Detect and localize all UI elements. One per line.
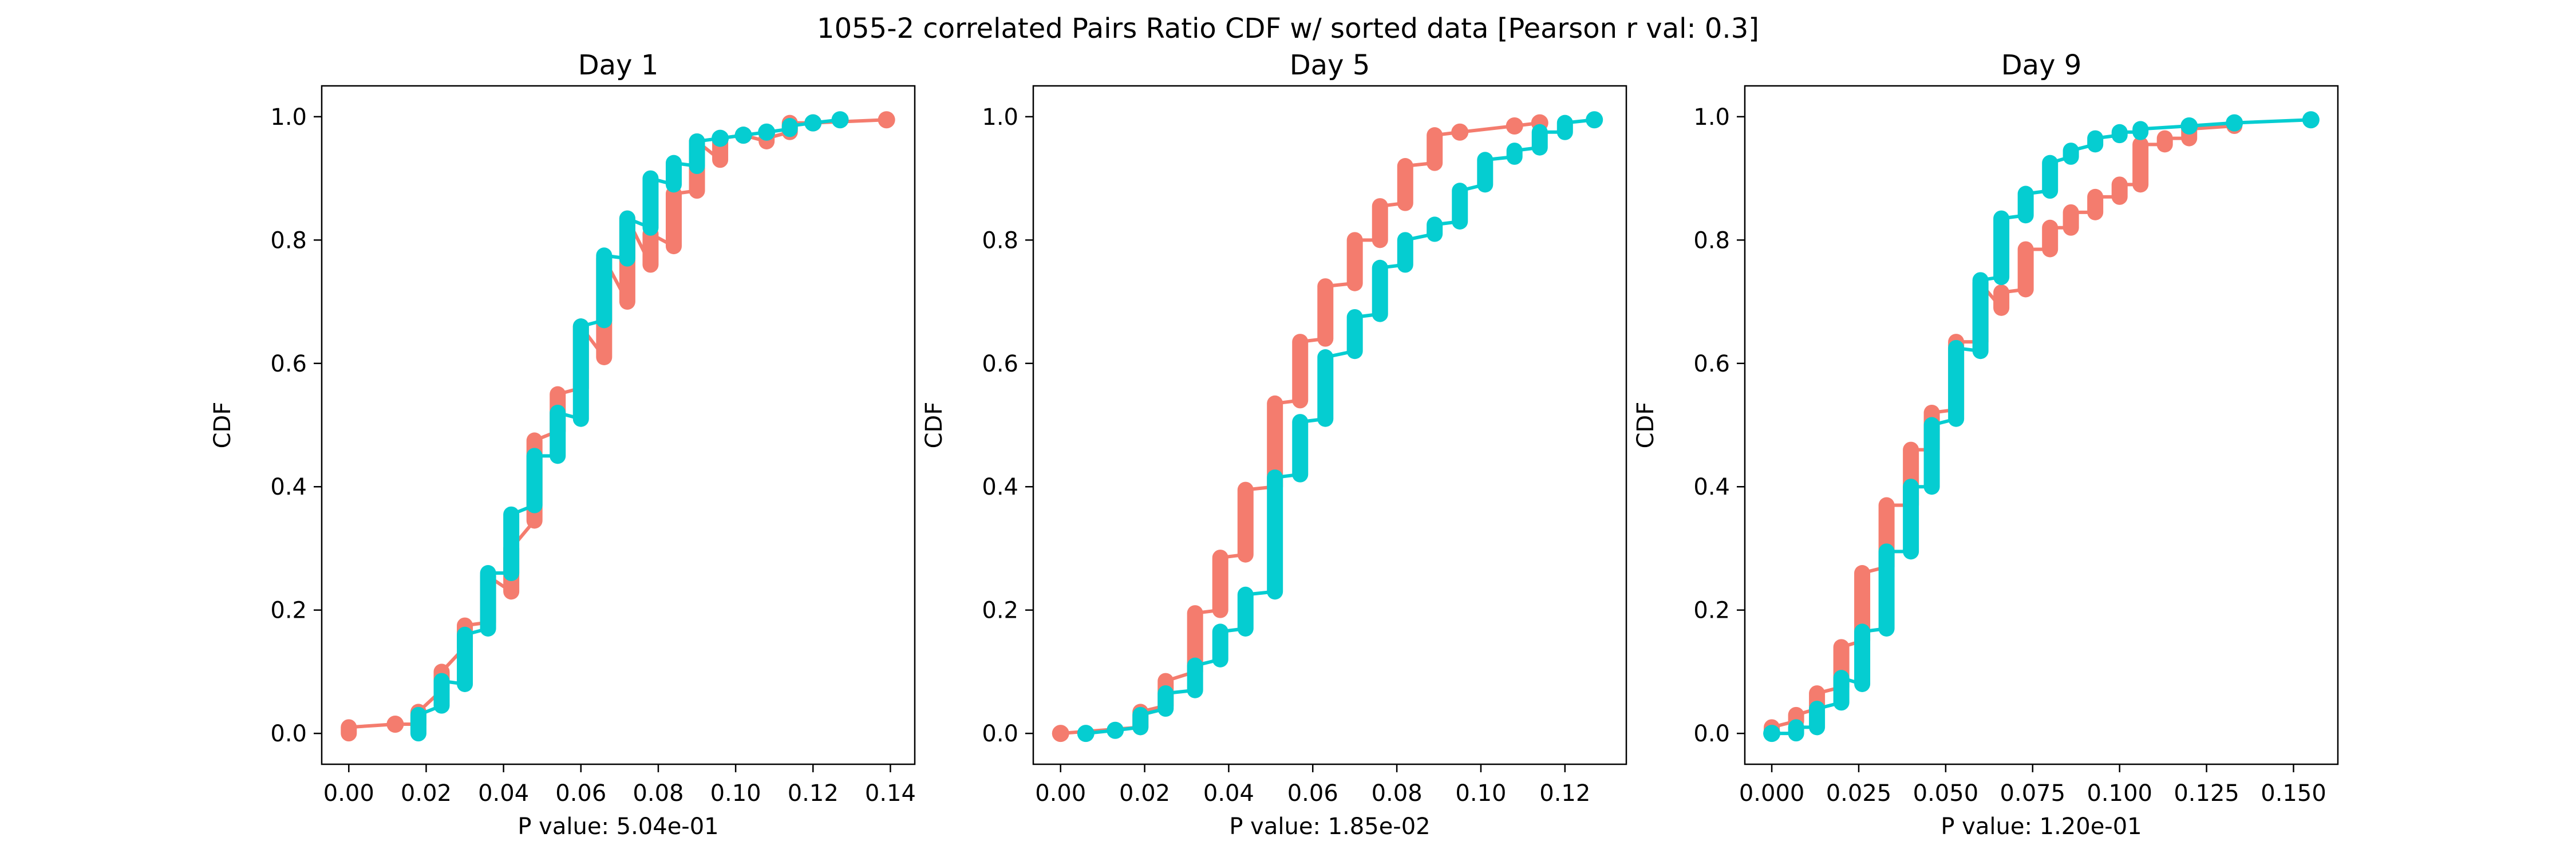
cdf-point (1586, 111, 1603, 129)
x-tick-label: 0.00 (323, 780, 374, 807)
x-tick-label: 0.06 (1287, 780, 1338, 807)
y-axis-label: CDF (210, 402, 236, 449)
y-tick-label: 0.6 (982, 351, 1018, 377)
x-tick-label: 0.125 (2174, 780, 2239, 807)
y-tick-label: 1.0 (1693, 104, 1730, 131)
cdf-point (1107, 721, 1124, 739)
series-b (1077, 111, 1603, 742)
x-tick-label: 0.12 (1539, 780, 1590, 807)
series-b (410, 111, 849, 742)
subplot-title: Day 1 (578, 49, 659, 81)
y-tick-label: 0.4 (982, 474, 1018, 500)
x-tick-label: 0.075 (2000, 780, 2066, 807)
cdf-point (2226, 114, 2243, 132)
x-axis-label: P value: 1.20e-01 (1941, 813, 2142, 840)
y-tick-label: 0.2 (1693, 598, 1730, 624)
cdf-point (758, 123, 776, 141)
x-tick-label: 0.00 (1035, 780, 1086, 807)
x-tick-label: 0.10 (1455, 780, 1506, 807)
axes-frame (1032, 85, 1627, 765)
y-tick-label: 0.6 (270, 351, 307, 377)
y-tick-label: 0.8 (982, 227, 1018, 254)
y-tick-label: 0.2 (982, 598, 1018, 624)
cdf-point (1077, 725, 1095, 742)
y-tick-label: 0.8 (270, 227, 307, 254)
cdf-point (804, 114, 822, 132)
subplot-day-1: Day 1 P value: 5.04e-01 CDF 0.00 0.02 0.04… (210, 49, 916, 840)
figure-title: 1055-2 correlated Pairs Ratio CDF w/ sor… (817, 13, 1759, 45)
x-tick-label: 0.06 (555, 780, 606, 807)
axes-frame (321, 85, 916, 765)
x-tick-label: 0.04 (1203, 780, 1254, 807)
y-tick-label: 1.0 (270, 104, 307, 131)
y-tick-label: 0.2 (270, 598, 307, 624)
subplot-title: Day 9 (2001, 49, 2082, 81)
x-tick-label: 0.025 (1826, 780, 1892, 807)
x-tick-label: 0.000 (1739, 780, 1805, 807)
cdf-point (1763, 725, 1781, 742)
y-tick-label: 0.8 (1693, 227, 1730, 254)
cdf-point (2302, 111, 2320, 129)
cdf-point (1451, 123, 1469, 141)
subplot-title: Day 5 (1290, 49, 1370, 81)
x-tick-label: 0.02 (1119, 780, 1170, 807)
y-tick-label: 0.0 (982, 721, 1018, 747)
cdf-point (734, 127, 752, 144)
x-tick-label: 0.10 (710, 780, 761, 807)
y-tick-label: 0.4 (270, 474, 307, 500)
cdf-point (831, 111, 849, 129)
x-tick-label: 0.02 (401, 780, 452, 807)
x-axis-label: P value: 1.85e-02 (1229, 813, 1430, 840)
cdf-point (1052, 725, 1069, 742)
plot-area (341, 111, 895, 742)
plot-area (1763, 111, 2320, 742)
cdf-point (2180, 117, 2198, 135)
x-tick-label: 0.12 (788, 780, 839, 807)
y-tick-label: 0.0 (1693, 721, 1730, 747)
subplot-day-5: Day 5 P value: 1.85e-02 CDF 0.00 0.02 0.04… (921, 49, 1627, 840)
x-tick-label: 0.100 (2087, 780, 2152, 807)
y-tick-label: 0.0 (270, 721, 307, 747)
x-axis-label: P value: 5.04e-01 (517, 813, 718, 840)
y-axis-label: CDF (921, 402, 947, 449)
x-tick-label: 0.04 (478, 780, 529, 807)
series-b (1763, 111, 2320, 742)
cdf-point (712, 129, 729, 147)
cdf-point (1506, 117, 1523, 135)
y-axis-label: CDF (1633, 402, 1659, 449)
cdf-point (386, 715, 404, 733)
x-tick-label: 0.08 (633, 780, 683, 807)
axes-frame (1744, 85, 2339, 765)
y-tick-label: 0.4 (1693, 474, 1730, 500)
plot-area (1052, 111, 1603, 742)
x-tick-label: 0.08 (1372, 780, 1423, 807)
y-tick-label: 0.6 (1693, 351, 1730, 377)
x-tick-label: 0.150 (2261, 780, 2326, 807)
y-tick-label: 1.0 (982, 104, 1018, 131)
x-tick-label: 0.050 (1913, 780, 1979, 807)
subplot-day-9: Day 9 P value: 1.20e-01 CDF 0.000 0.025 0.… (1633, 49, 2339, 840)
x-tick-label: 0.14 (865, 780, 916, 807)
cdf-point (878, 111, 895, 129)
